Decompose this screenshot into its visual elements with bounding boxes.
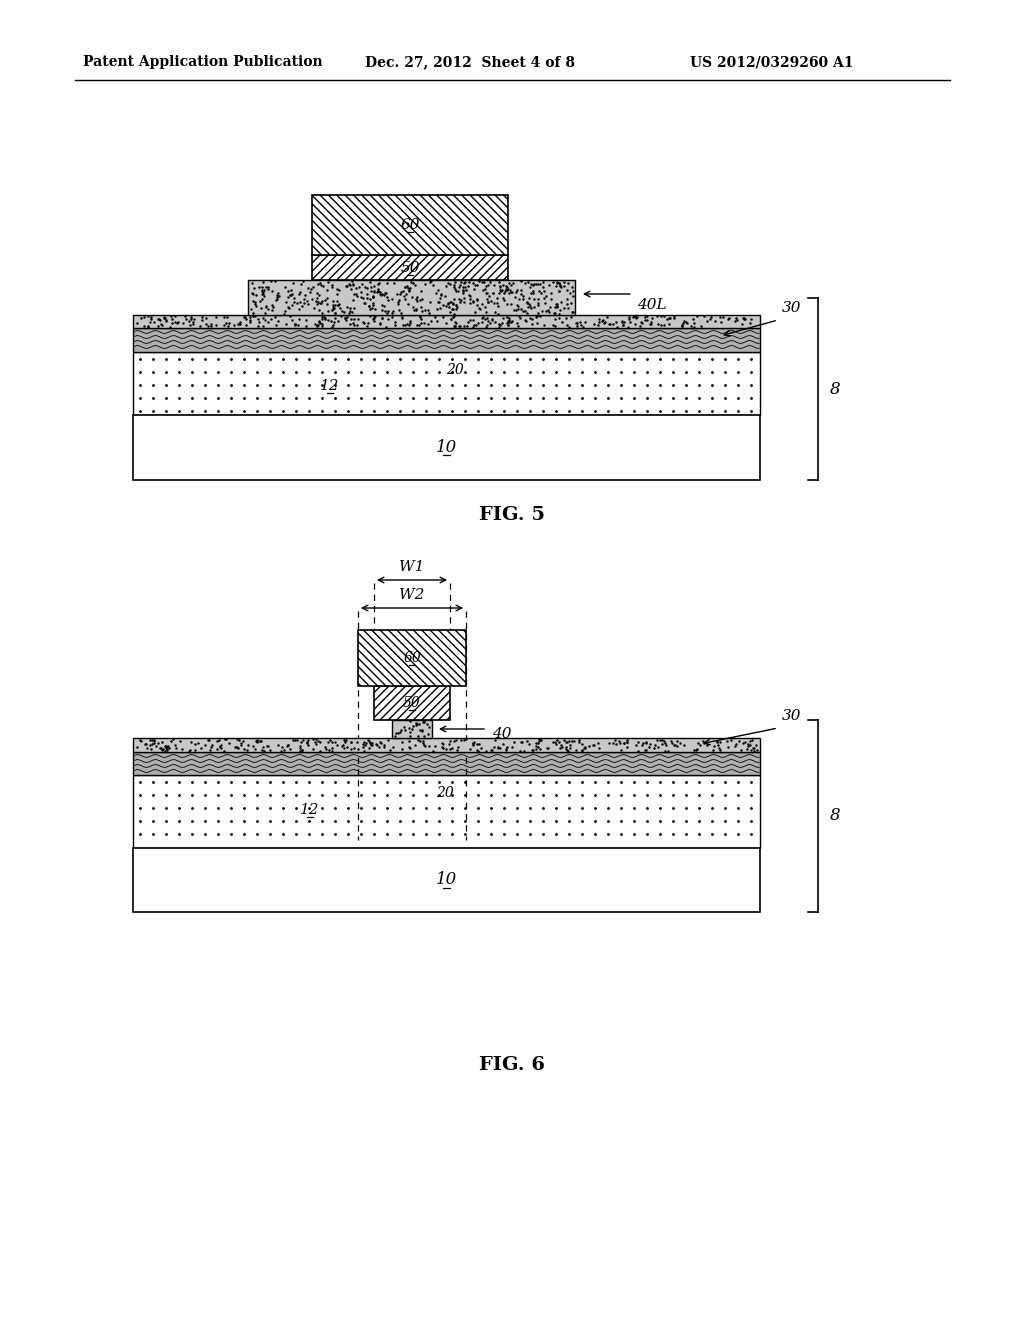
- Bar: [312, 255, 508, 280]
- Text: 60: 60: [400, 218, 420, 232]
- Text: 40: 40: [492, 727, 512, 741]
- Text: 40L: 40L: [637, 298, 667, 312]
- Bar: [133, 738, 760, 752]
- Text: Dec. 27, 2012  Sheet 4 of 8: Dec. 27, 2012 Sheet 4 of 8: [365, 55, 575, 69]
- Text: 10: 10: [436, 871, 457, 888]
- Bar: [358, 630, 466, 686]
- Text: 50: 50: [400, 260, 420, 275]
- Text: Patent Application Publication: Patent Application Publication: [83, 55, 323, 69]
- Text: 30: 30: [782, 301, 802, 315]
- Text: US 2012/0329260 A1: US 2012/0329260 A1: [690, 55, 853, 69]
- Text: 8: 8: [830, 380, 841, 397]
- Bar: [312, 195, 508, 255]
- Bar: [133, 775, 760, 847]
- Bar: [133, 847, 760, 912]
- Bar: [374, 686, 450, 719]
- Text: FIG. 5: FIG. 5: [479, 506, 545, 524]
- Text: 50: 50: [403, 696, 421, 710]
- Text: 20: 20: [446, 363, 464, 378]
- Bar: [133, 414, 760, 480]
- Text: 8: 8: [830, 808, 841, 825]
- Text: W1: W1: [399, 560, 425, 574]
- Text: 20: 20: [436, 785, 454, 800]
- Bar: [133, 315, 760, 327]
- Text: 12: 12: [300, 803, 319, 817]
- Bar: [133, 752, 760, 775]
- Text: W2: W2: [399, 587, 425, 602]
- Text: 30: 30: [782, 709, 802, 723]
- Bar: [248, 280, 575, 315]
- Text: 60: 60: [403, 651, 421, 665]
- Bar: [133, 352, 760, 414]
- Bar: [133, 327, 760, 352]
- Text: 12: 12: [321, 379, 340, 393]
- Text: FIG. 6: FIG. 6: [479, 1056, 545, 1074]
- Bar: [392, 719, 432, 738]
- Text: 10: 10: [436, 440, 457, 455]
